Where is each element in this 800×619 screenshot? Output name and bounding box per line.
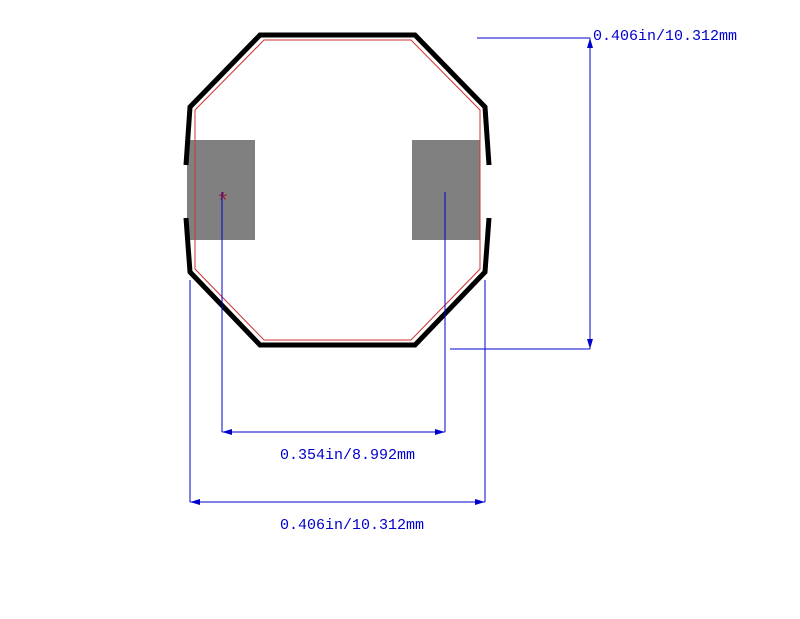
dimension-width-label: 0.406in/10.312mm	[280, 517, 424, 534]
pad-right	[412, 140, 480, 240]
technical-drawing: * 0.406in/10.312mm 0.354in/8.992mm 0.406…	[0, 0, 800, 619]
dimension-width	[190, 280, 485, 502]
dimension-height-label: 0.406in/10.312mm	[593, 28, 737, 45]
dimension-pad-pitch	[222, 192, 445, 432]
pin1-marker: *	[216, 190, 229, 215]
dimension-pad-pitch-label: 0.354in/8.992mm	[280, 447, 415, 464]
